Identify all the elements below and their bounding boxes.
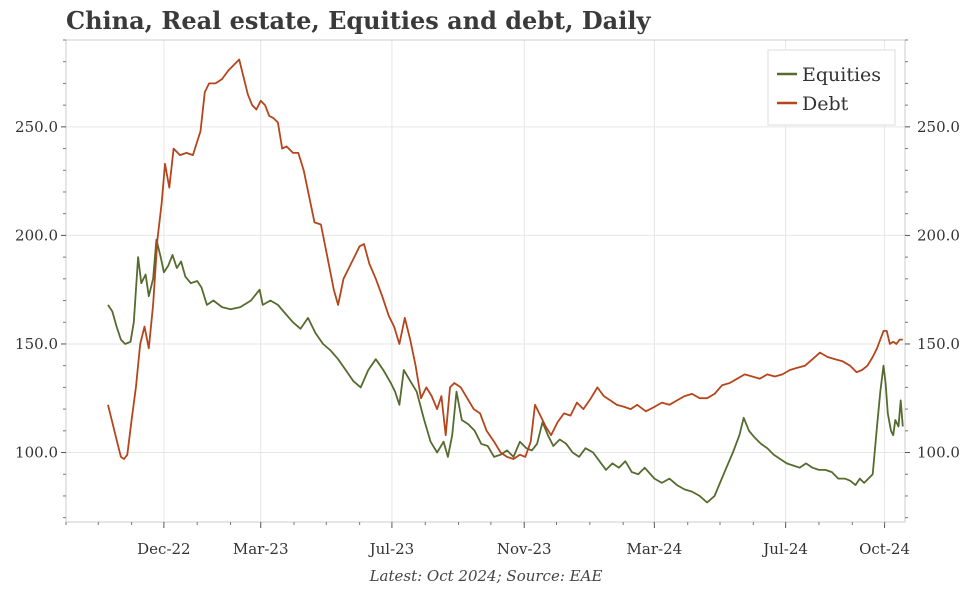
legend-box — [767, 49, 896, 126]
y-tick-label: 250.0 — [15, 118, 58, 136]
source-note: Latest: Oct 2024; Source: EAE — [369, 567, 603, 585]
x-tick-label: Jul-24 — [761, 540, 808, 558]
y-tick-label: 150.0 — [15, 335, 58, 353]
y-tick-label: 200.0 — [15, 226, 58, 244]
y-tick-label-right: 250.0 — [917, 118, 960, 136]
y-tick-label: 100.0 — [15, 444, 58, 462]
axes: 100.0 100.0 150.0 150.0 200.0 200.0 250.0 250.0… — [15, 39, 960, 558]
gridlines — [66, 40, 905, 522]
series-layer — [107, 58, 904, 504]
x-tick-label: Oct-24 — [859, 540, 910, 558]
legend: Equities Debt — [767, 49, 896, 126]
y-tick-label-right: 100.0 — [917, 444, 960, 462]
chart-title: China, Real estate, Equities and debt, D… — [66, 6, 651, 35]
plot-frame — [65, 39, 906, 523]
series-line-equities — [107, 238, 904, 504]
x-tick-label: Mar-24 — [627, 540, 683, 558]
y-tick-label-right: 200.0 — [917, 226, 960, 244]
legend-label-debt: Debt — [802, 93, 849, 115]
x-tick-label: Mar-23 — [233, 540, 289, 558]
legend-label-equities: Equities — [802, 64, 881, 86]
series-line-debt — [107, 58, 903, 460]
x-tick-label: Dec-22 — [137, 540, 190, 558]
x-tick-label: Nov-23 — [497, 540, 552, 558]
y-tick-label-right: 150.0 — [917, 335, 960, 353]
x-tick-label: Jul-23 — [368, 540, 415, 558]
